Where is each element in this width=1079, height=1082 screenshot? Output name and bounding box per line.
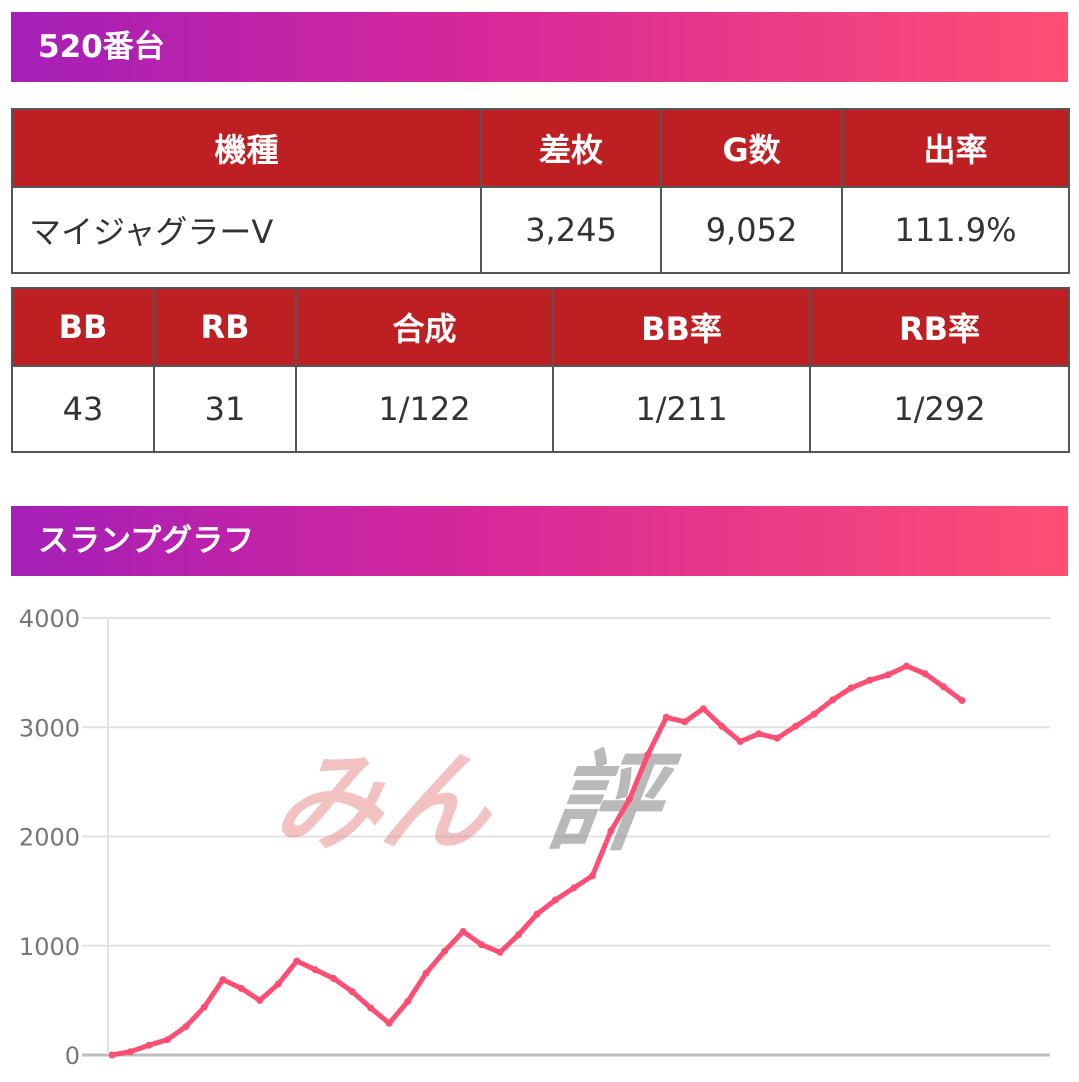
data-point	[847, 684, 855, 692]
data-point	[330, 975, 338, 982]
slump-graph-header: スランプグラフ	[11, 506, 1068, 576]
data-point	[237, 984, 245, 992]
data-point	[496, 948, 504, 956]
data-point	[644, 751, 652, 759]
data-point	[441, 947, 449, 955]
col-header-rb-rate: RB率	[809, 287, 1070, 367]
data-point	[293, 957, 301, 965]
y-tick-label: 4000	[19, 605, 80, 633]
data-point	[163, 1036, 171, 1044]
data-point	[884, 671, 892, 679]
rb-count: 31	[153, 365, 297, 453]
table-row: マイジャグラーV 3,245 9,052 111.9%	[11, 186, 1070, 274]
table-header-row: BB RB 合成 BB率 RB率	[11, 287, 1070, 367]
payout-rate-value: 111.9%	[841, 186, 1070, 274]
data-point	[127, 1048, 134, 1056]
data-point	[422, 969, 430, 977]
data-point	[570, 884, 578, 892]
data-point	[736, 738, 744, 745]
table-row: 43 31 1/122 1/211 1/292	[11, 365, 1070, 453]
data-point	[866, 676, 874, 684]
data-point	[311, 966, 319, 974]
col-header-game-count: G数	[660, 108, 843, 188]
y-axis-ticks: 0 1000 2000 3000 4000	[19, 605, 80, 1070]
col-header-bb-rate: BB率	[552, 287, 811, 367]
bb-rate: 1/211	[552, 365, 811, 453]
data-point	[200, 1003, 208, 1011]
data-point	[718, 722, 726, 730]
col-header-machine: 機種	[11, 108, 482, 188]
data-point	[404, 998, 412, 1005]
rb-rate: 1/292	[809, 365, 1070, 453]
data-point	[182, 1023, 190, 1031]
slump-graph: 0 1000 2000 3000 4000 みん 評	[19, 605, 1050, 1070]
data-point	[348, 988, 356, 996]
data-point	[829, 696, 837, 704]
data-point	[533, 910, 541, 918]
data-point	[515, 931, 522, 939]
data-point	[940, 683, 947, 691]
bb-count: 43	[11, 365, 155, 453]
data-point	[958, 697, 966, 704]
data-point	[755, 730, 763, 738]
game-count-value: 9,052	[660, 186, 843, 274]
data-point	[681, 718, 689, 726]
data-point	[274, 980, 282, 988]
diff-coins-value: 3,245	[480, 186, 662, 274]
data-point	[773, 734, 781, 742]
data-point	[385, 1019, 393, 1027]
table-header-row: 機種 差枚 G数 出率	[11, 108, 1070, 188]
y-tick-label: 1000	[19, 933, 80, 961]
data-point	[625, 795, 633, 803]
data-point	[552, 896, 559, 904]
data-point	[219, 976, 227, 984]
y-tick-label: 2000	[19, 824, 80, 852]
col-header-rb: RB	[153, 287, 297, 367]
data-point	[459, 928, 467, 935]
combined-rate: 1/122	[295, 365, 554, 453]
col-header-bb: BB	[11, 287, 155, 367]
bonus-stats-table: BB RB 合成 BB率 RB率 43 31 1/122 1/211 1/292	[11, 287, 1070, 453]
data-point	[810, 710, 818, 718]
data-point	[662, 713, 670, 721]
col-header-combined: 合成	[295, 287, 554, 367]
y-tick-label: 0	[65, 1042, 80, 1070]
data-point	[145, 1041, 153, 1049]
watermark-text-accent: 評	[541, 739, 684, 865]
data-point	[607, 827, 615, 835]
series-line	[109, 663, 965, 1058]
machine-number-header: 520番台	[11, 12, 1068, 82]
col-header-payout-rate: 出率	[841, 108, 1070, 188]
col-header-diff-coins: 差枚	[480, 108, 662, 188]
watermark-text: みん	[266, 739, 503, 865]
chart-grid	[82, 617, 1050, 1057]
machine-summary-table: 機種 差枚 G数 出率 マイジャグラーV 3,245 9,052 111.9%	[11, 108, 1070, 274]
chart-series	[108, 662, 966, 1059]
data-point	[108, 1051, 116, 1059]
data-point	[792, 722, 800, 730]
data-point	[699, 705, 707, 713]
data-point	[921, 670, 929, 678]
data-point	[367, 1004, 375, 1012]
data-point	[478, 941, 486, 949]
data-point	[903, 662, 911, 670]
watermark-logo: みん 評	[266, 739, 684, 865]
machine-name: マイジャグラーV	[11, 186, 482, 274]
data-point	[588, 872, 596, 880]
data-point	[256, 996, 264, 1004]
y-tick-label: 3000	[19, 714, 80, 742]
